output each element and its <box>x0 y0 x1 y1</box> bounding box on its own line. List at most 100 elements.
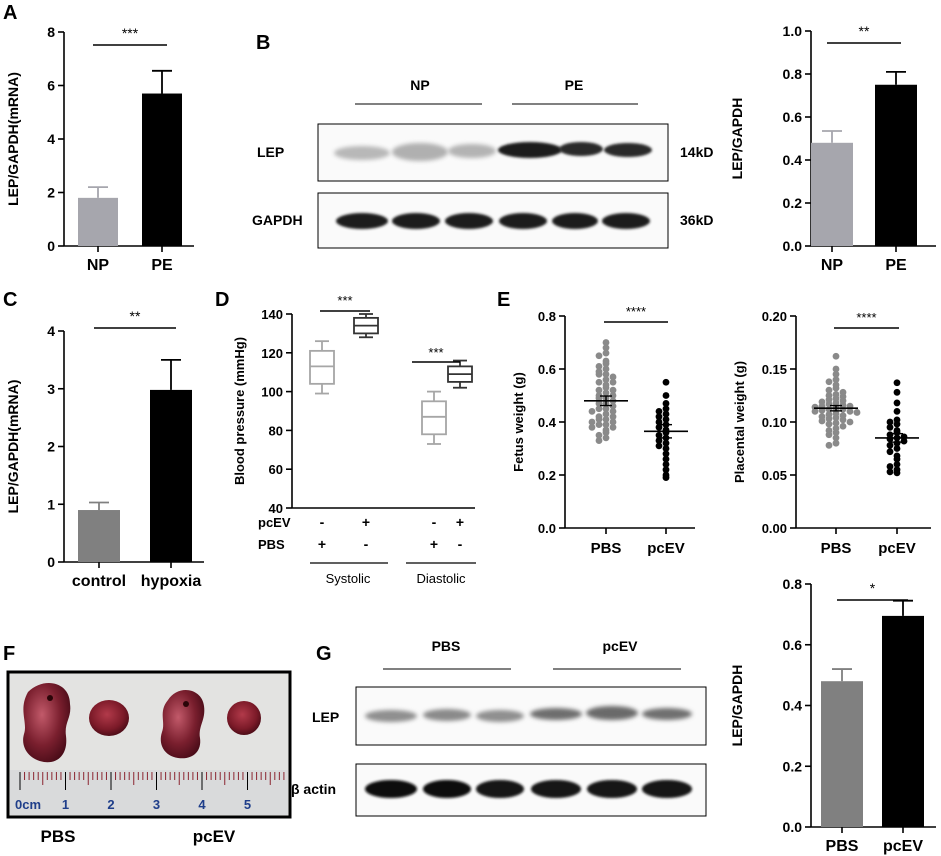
chart-d-treatment-sign: + <box>430 536 438 552</box>
chart-e-fetus-point <box>655 442 663 450</box>
chart-e-fetus-point <box>655 418 663 426</box>
chart-a-bar <box>142 93 182 247</box>
chart-b-y-tick-label: 1.0 <box>783 23 803 39</box>
chart-e-fetus-point <box>602 365 610 373</box>
ruler-number: 4 <box>198 797 206 812</box>
chart-a: 0 2 4 6 8 LEP/GAPDH(mRNA) NP PE *** <box>5 24 194 274</box>
chart-e-fetus-point <box>662 445 670 452</box>
chart-e-fetus-point <box>655 431 663 439</box>
chart-d-y-tick-label: 40 <box>269 501 283 516</box>
chart-e-fetus-point <box>655 423 663 431</box>
blot-g-actin-band <box>365 780 417 798</box>
ruler-number: 0cm <box>15 797 41 812</box>
chart-c-significance-label: ** <box>130 308 141 324</box>
chart-d-treatment-sign: + <box>362 514 370 530</box>
chart-b-y-tick-label: 0.8 <box>783 66 803 82</box>
chart-e-fetus-point <box>609 378 617 386</box>
photo-f-label-pbs: PBS <box>41 827 76 846</box>
chart-c-x-tick-label: hypoxia <box>141 573 202 590</box>
chart-e-placenta-point <box>893 461 901 468</box>
chart-e-placenta-point <box>893 469 901 477</box>
blot-g-lep-band <box>586 706 638 720</box>
blot-b-gapdh-band <box>499 213 547 229</box>
chart-e-fetus-point <box>662 455 670 463</box>
chart-e-fetus-y-tick-label: 0.6 <box>538 362 556 377</box>
chart-e-fetus-point <box>609 413 617 421</box>
chart-e-placenta-point <box>839 405 847 413</box>
chart-e-placenta: 0.00 0.05 0.10 0.15 0.20 Placental weight (g)… <box>732 309 931 557</box>
blot-b-row-gapdh-size: 36kD <box>680 212 713 228</box>
chart-e-fetus-point <box>609 418 617 426</box>
chart-e-placenta-point <box>893 388 901 396</box>
chart-d-significance-label: *** <box>337 293 352 308</box>
blot-b-row-lep-size: 14kD <box>680 144 713 160</box>
chart-e-placenta-point <box>832 414 840 422</box>
chart-d: 40 60 80 100 120 140 Blood pressure (mmHg) *** *… <box>232 293 476 586</box>
chart-e-placenta-x-tick-label: PBS <box>821 540 852 557</box>
chart-e-placenta-point <box>832 376 840 383</box>
blot-b-gapdh-band <box>552 213 598 229</box>
placenta-image <box>89 700 129 736</box>
chart-e-placenta-point <box>832 429 840 436</box>
blot-b-gapdh-band <box>336 213 388 229</box>
chart-e-fetus-point <box>662 415 670 423</box>
chart-e-fetus-point <box>602 349 610 357</box>
chart-e-fetus-x-tick-label: PBS <box>591 540 622 557</box>
chart-b-x-tick-label: PE <box>885 257 907 274</box>
chart-e-placenta-point <box>839 416 847 424</box>
chart-e-placenta-point <box>893 408 901 415</box>
chart-b-bar <box>875 84 917 246</box>
chart-e-fetus-point <box>662 410 670 418</box>
chart-e-fetus-point <box>602 370 610 378</box>
chart-d-box <box>421 400 447 436</box>
chart-c-y-tick-label: 1 <box>47 496 55 512</box>
chart-e-fetus-point <box>662 461 670 468</box>
photo-f-label-pcev: pcEV <box>193 827 236 846</box>
chart-d-treatment-sign: - <box>458 536 463 552</box>
panel-letter-e: E <box>497 289 510 311</box>
chart-e-fetus-x-tick-label: pcEV <box>647 540 685 557</box>
blot-b-gapdh-band <box>445 213 493 229</box>
chart-e-placenta-point <box>825 420 833 428</box>
ruler-numbers: 0cm 1 2 3 4 5 <box>15 797 251 812</box>
chart-e-placenta-point <box>825 431 833 439</box>
chart-e-fetus-point <box>655 413 663 421</box>
panel-letter-g: G <box>316 643 332 665</box>
chart-e-placenta-y-tick-label: 0.15 <box>762 362 787 377</box>
chart-e-placenta-y-tick-label: 0.05 <box>762 468 787 483</box>
chart-e-placenta-y-axis-label: Placental weight (g) <box>732 361 747 483</box>
chart-e-placenta-point <box>886 448 894 456</box>
chart-c-x-tick-label: control <box>72 573 126 590</box>
chart-e-fetus-point <box>609 423 617 431</box>
chart-e-fetus-point <box>662 405 670 413</box>
chart-d-y-tick-label: 140 <box>261 307 283 322</box>
chart-e-placenta-y-tick-label: 0.00 <box>762 521 787 536</box>
embryo-eye <box>47 695 53 701</box>
chart-e-fetus-point <box>602 339 610 346</box>
chart-e-fetus-y-tick-label: 0.4 <box>538 415 557 430</box>
panel-letter-b: B <box>256 32 270 54</box>
chart-e-fetus-point <box>588 408 596 415</box>
chart-e-fetus-point <box>595 421 603 429</box>
blot-b-gapdh-band <box>392 213 440 229</box>
panel-letter-f: F <box>3 643 15 665</box>
chart-e-fetus-point <box>595 437 603 444</box>
chart-e-placenta-point <box>832 352 840 360</box>
chart-e-fetus-point <box>595 352 603 360</box>
blot-b-lep-band <box>559 142 603 156</box>
chart-e-placenta-point <box>825 415 833 423</box>
chart-g-significance-label: * <box>870 580 876 596</box>
chart-b-y-tick-label: 0.2 <box>783 195 803 211</box>
chart-e-placenta-point <box>893 445 901 452</box>
blot-b-lep-band <box>498 142 562 158</box>
photo-f: 0cm 1 2 3 4 5 PBS pcEV <box>6 670 292 846</box>
chart-e-fetus-point <box>595 405 603 413</box>
blot-g-actin-band <box>642 780 692 798</box>
chart-e-placenta-point <box>832 439 840 447</box>
chart-d-treatment-sign: - <box>320 514 325 530</box>
chart-e-fetus-y-tick-label: 0.0 <box>538 521 556 536</box>
chart-b-bar <box>811 142 853 246</box>
blot-g-actin-band <box>587 780 637 798</box>
chart-g-y-tick-label: 0.4 <box>783 698 803 714</box>
